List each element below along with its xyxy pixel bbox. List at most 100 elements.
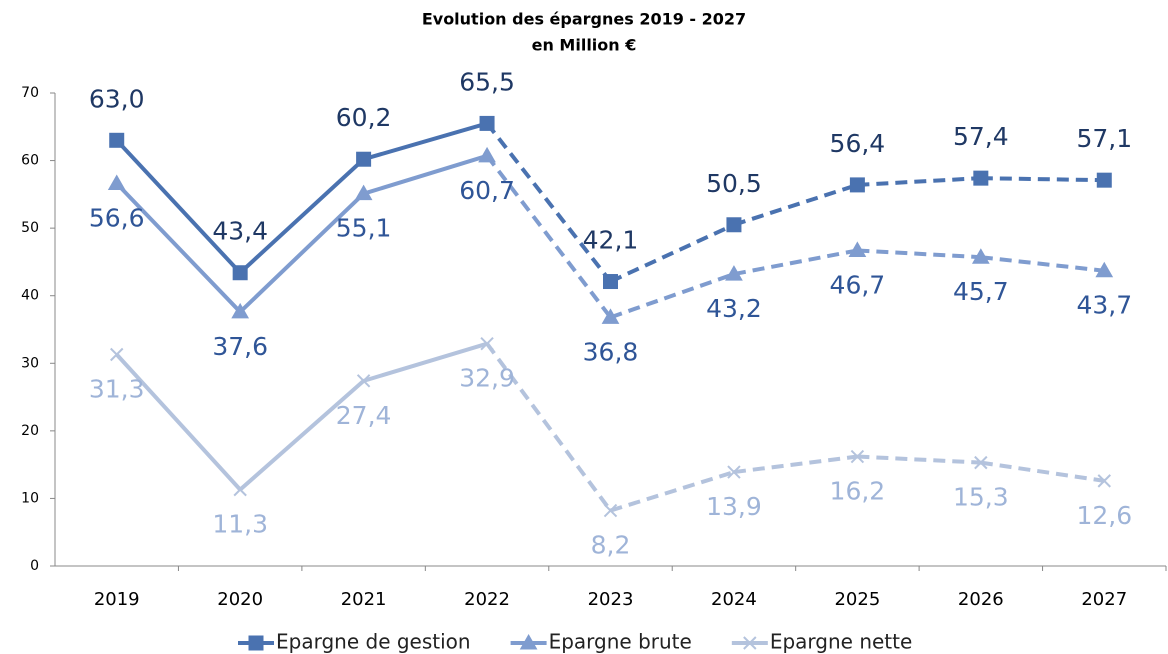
point — [726, 217, 742, 233]
x-tick-label: 2025 — [834, 589, 880, 610]
line-segment — [609, 222, 735, 284]
y-tick-label: 20 — [21, 423, 39, 439]
line-segment — [609, 272, 735, 320]
data-label: 46,7 — [830, 270, 886, 299]
y-tick-label: 0 — [30, 558, 39, 574]
data-label: 31,3 — [89, 375, 145, 404]
data-label: 36,8 — [583, 337, 639, 366]
point — [109, 132, 125, 148]
legend-marker — [248, 635, 264, 651]
legend-item: Epargne de gestion — [238, 630, 471, 654]
data-label: 50,5 — [706, 169, 762, 198]
x-tick-label: 2027 — [1081, 589, 1127, 610]
data-label: 65,5 — [459, 67, 515, 96]
point — [232, 265, 248, 281]
line-segment — [980, 176, 1105, 183]
x-tick-label: 2026 — [958, 589, 1004, 610]
y-tick-label: 50 — [21, 220, 39, 236]
point — [233, 482, 247, 497]
y-tick-label: 40 — [21, 288, 39, 304]
y-tick-label: 10 — [21, 490, 39, 506]
line-segment — [238, 157, 365, 275]
data-label: 45,7 — [953, 277, 1009, 306]
line-segment — [363, 153, 488, 196]
x-tick-label: 2020 — [217, 589, 263, 610]
y-tick-label: 70 — [21, 85, 39, 101]
point — [850, 449, 865, 464]
data-label: 60,7 — [459, 176, 515, 205]
line-segment — [238, 192, 365, 314]
point — [1096, 172, 1112, 188]
x-tick-label: 2021 — [341, 589, 387, 610]
data-label: 13,9 — [706, 492, 762, 521]
point — [479, 115, 495, 131]
legend-marker — [743, 636, 757, 650]
y-tick-label: 60 — [21, 153, 39, 169]
data-label: 57,4 — [953, 122, 1009, 151]
legend-label: Epargne nette — [770, 630, 912, 654]
chart-title: Evolution des épargnes 2019 - 2027 — [422, 10, 746, 29]
point — [231, 302, 250, 319]
point — [354, 184, 373, 201]
line-segment — [857, 176, 981, 187]
point — [110, 347, 124, 362]
data-label: 37,6 — [212, 332, 268, 361]
x-tick-label: 2019 — [94, 589, 140, 610]
point — [971, 248, 990, 264]
point — [1095, 261, 1114, 278]
line-segment — [115, 353, 242, 491]
point — [1097, 474, 1111, 488]
line-segment — [485, 122, 613, 283]
line-segment — [115, 182, 242, 314]
line-segment — [980, 460, 1105, 483]
line-segment — [485, 154, 613, 319]
line-segment — [980, 255, 1105, 273]
legend-label: Epargne de gestion — [276, 630, 471, 654]
line-segment — [733, 454, 858, 475]
data-label: 15,3 — [953, 483, 1009, 512]
line-segment — [238, 379, 365, 492]
line-segment — [609, 470, 735, 513]
line-segment — [485, 342, 613, 512]
data-label: 57,1 — [1076, 124, 1132, 153]
data-label: 42,1 — [583, 226, 639, 255]
line-segment — [363, 341, 488, 383]
data-label: 12,6 — [1076, 501, 1132, 530]
x-tick-label: 2023 — [588, 589, 634, 610]
point — [849, 177, 865, 193]
data-label: 32,9 — [459, 364, 515, 393]
point — [973, 170, 989, 186]
point — [727, 465, 741, 479]
line-segment — [115, 138, 242, 275]
line-segment — [857, 454, 981, 465]
x-tick-label: 2024 — [711, 589, 757, 610]
data-label: 56,4 — [830, 129, 886, 158]
data-label: 60,2 — [336, 103, 392, 132]
legend-marker — [519, 633, 538, 650]
data-label: 55,1 — [336, 214, 392, 243]
point — [725, 265, 743, 281]
x-tick-label: 2022 — [464, 589, 510, 610]
y-tick-label: 30 — [21, 355, 39, 371]
legend-item: Epargne brute — [510, 630, 692, 654]
point — [974, 455, 988, 470]
legend-label: Epargne brute — [549, 630, 692, 654]
data-label: 8,2 — [591, 531, 631, 560]
data-label: 63,0 — [89, 84, 145, 113]
point — [356, 151, 372, 167]
line-segment — [363, 121, 488, 162]
data-label: 16,2 — [830, 477, 886, 506]
data-label: 43,4 — [212, 217, 268, 246]
point — [480, 336, 494, 351]
point — [603, 274, 618, 290]
point — [601, 308, 620, 324]
data-label: 43,2 — [706, 294, 762, 323]
line-segment — [857, 248, 981, 260]
point — [356, 374, 371, 388]
data-label: 56,6 — [89, 204, 145, 233]
legend-item: Epargne nette — [731, 630, 912, 654]
line-segment — [733, 248, 858, 277]
point — [107, 174, 126, 191]
line-segment — [733, 182, 859, 227]
